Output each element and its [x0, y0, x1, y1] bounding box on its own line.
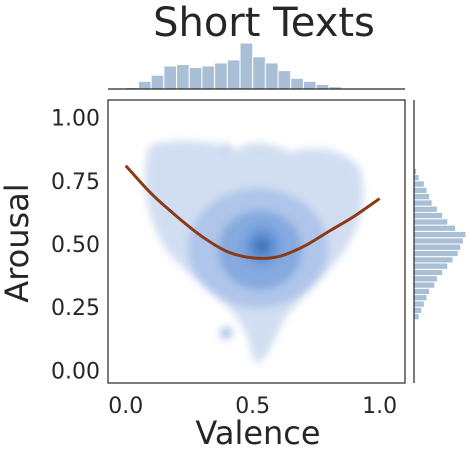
- marginal-y-bar: [413, 230, 467, 239]
- marginal-x-bar: [239, 42, 254, 90]
- x-tick-label: 0.5: [235, 394, 270, 419]
- x-tick-label: 1.0: [362, 394, 397, 419]
- y-axis-label: Arousal: [0, 183, 36, 303]
- marginal-y-bar: [413, 224, 457, 232]
- marginal-x-bar: [264, 62, 279, 90]
- marginal-y-bar: [413, 205, 438, 213]
- marginal-x-bar: [137, 80, 152, 90]
- density-outlier: [220, 143, 232, 155]
- marginal-x-bar: [201, 65, 216, 90]
- marginal-y-bar: [413, 180, 425, 188]
- y-tick-label: 0.75: [51, 170, 100, 195]
- marginal-y-bar: [413, 275, 438, 283]
- marginal-y-bar: [413, 256, 454, 264]
- y-axis-ticks: 0.00 0.25 0.50 0.75 1.00: [51, 107, 100, 385]
- marginal-x-histogram: [125, 42, 343, 90]
- y-tick-label: 0.00: [51, 359, 100, 384]
- marginal-y-bar: [413, 249, 459, 258]
- marginal-y-bar: [413, 192, 431, 201]
- marginal-y-bar: [413, 218, 449, 226]
- density-cloud: [145, 140, 364, 363]
- fit-curve: [124, 164, 381, 260]
- marginal-y-bar: [413, 237, 464, 245]
- density-core: [236, 218, 288, 274]
- marginal-x-bar: [277, 70, 292, 90]
- marginal-x-bar: [315, 83, 330, 90]
- marginal-y-bar: [413, 186, 428, 194]
- chart-title: Short Texts: [153, 0, 375, 46]
- marginal-y-bar: [413, 281, 436, 289]
- marginal-x-bar: [252, 56, 266, 90]
- marginal-y-histogram: [413, 167, 467, 321]
- marginal-y-bar: [413, 174, 420, 182]
- marginal-x-bar: [176, 63, 190, 90]
- marginal-y-bar: [413, 268, 444, 277]
- marginal-y-bar: [413, 262, 449, 270]
- y-tick-label: 1.00: [51, 107, 100, 132]
- x-axis-label: Valence: [195, 414, 321, 452]
- marginal-y-bar: [413, 300, 425, 308]
- marginal-y-bar: [413, 294, 428, 302]
- density-outlier: [256, 146, 262, 152]
- x-tick-label: 0.0: [108, 394, 143, 419]
- marginal-y-bar: [413, 287, 431, 296]
- marginal-x-bar: [163, 65, 178, 90]
- marginal-x-bar: [188, 67, 203, 90]
- y-tick-label: 0.25: [51, 296, 100, 321]
- marginal-x-bar: [214, 62, 228, 90]
- marginal-x-bar: [290, 77, 304, 90]
- density-outlier: [220, 327, 232, 339]
- marginal-y-bar: [413, 306, 423, 315]
- marginal-x-bar: [226, 59, 241, 90]
- marginal-y-bar: [413, 199, 433, 207]
- marginal-x-bar: [150, 74, 165, 90]
- marginal-x-bar: [302, 80, 317, 90]
- x-axis-ticks: 0.0 0.5 1.0: [108, 394, 397, 419]
- marginal-y-bar: [413, 313, 420, 321]
- y-tick-label: 0.50: [51, 233, 100, 258]
- marginal-y-bar: [413, 243, 462, 251]
- marginal-y-bar: [413, 211, 444, 220]
